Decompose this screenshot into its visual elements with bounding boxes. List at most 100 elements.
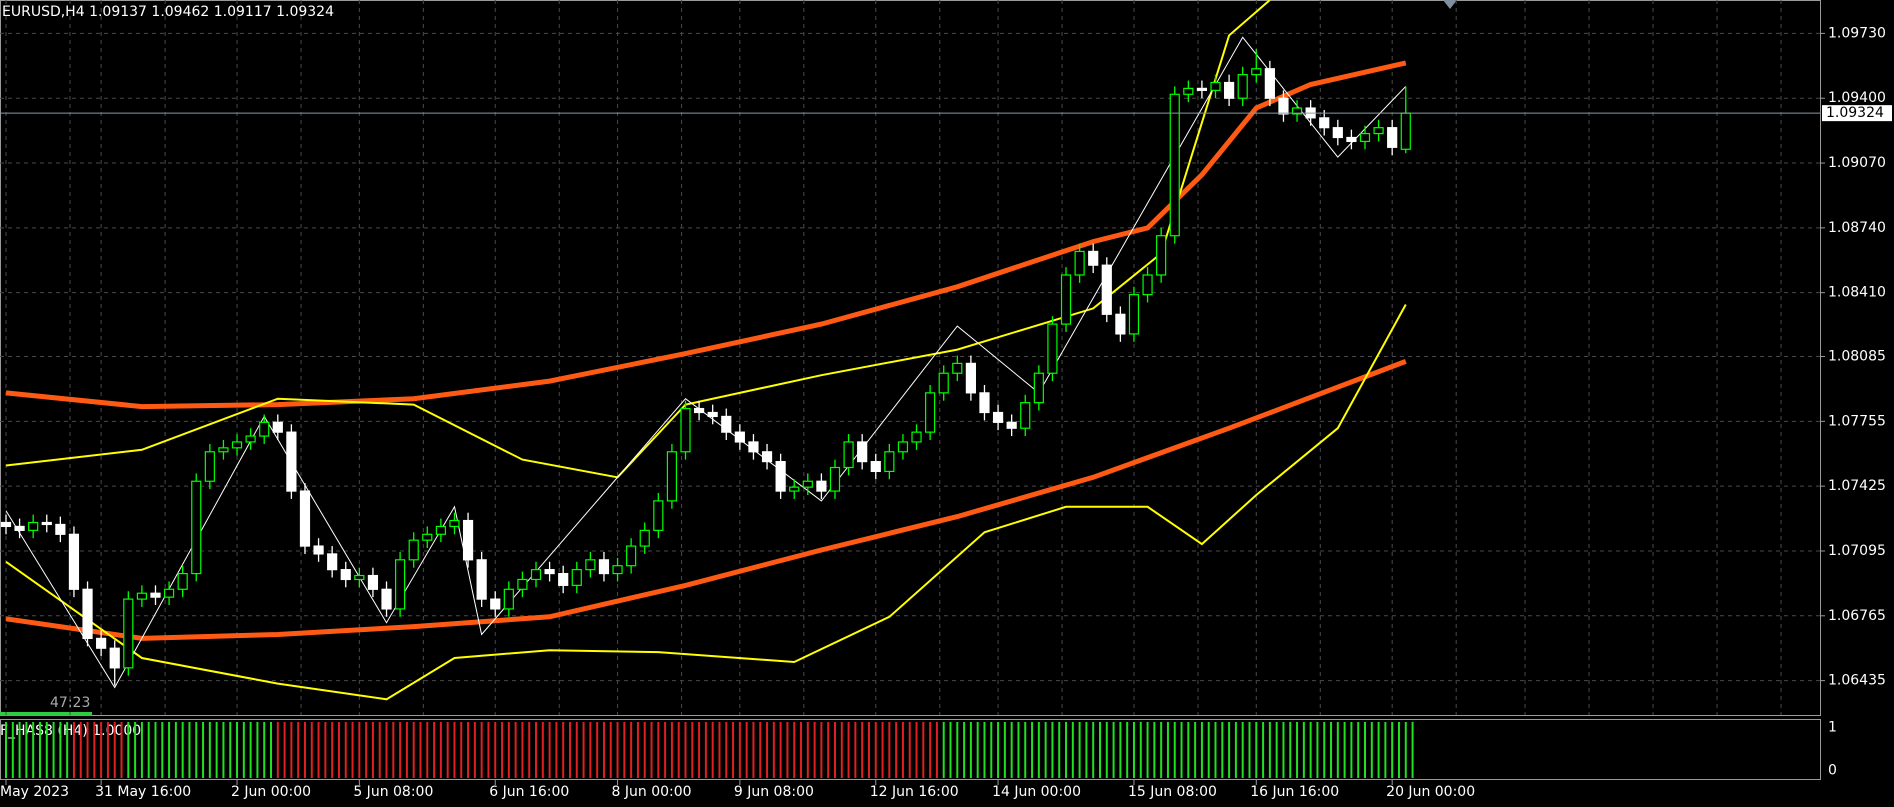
y-tick-label: 1.08740 [1828,220,1886,236]
candle-body [163,588,175,598]
candle-body [1264,68,1275,99]
candle-body [191,480,202,575]
x-tick-label: 9 Jun 08:00 [734,784,814,800]
x-tick-label: May 2023 [0,784,69,800]
y-tick-label: 1.09070 [1828,155,1886,171]
candle-body [354,574,365,581]
candle-body [925,392,936,433]
candle-body [177,572,188,590]
candle-body [231,441,243,449]
x-tick-label: 31 May 16:00 [95,784,191,800]
candle-body [462,519,474,561]
x-tick-label: 8 Jun 00:00 [612,784,692,800]
x-tick-label: 14 Jun 00:00 [992,784,1081,800]
candle-body [259,421,270,437]
indicator-label: F_HAS8 (H4) 1.0000 [0,723,141,739]
x-tick-label: 6 Jun 16:00 [489,784,569,800]
candle-body [789,486,800,492]
y-tick-label: 1.08085 [1828,349,1886,365]
candle-body [693,407,705,414]
candle-body [1020,402,1031,429]
candle-body [1319,117,1330,129]
candle-body [1346,136,1357,143]
indicator-tick-label: 1 [1828,720,1837,736]
chart-title: EURUSD,H4 1.09137 1.09462 1.09117 1.0932… [2,4,334,20]
candle-body [1088,250,1099,266]
candle-body [150,592,161,598]
x-tick-label: 16 Jun 16:00 [1250,784,1339,800]
candle-body [707,411,718,418]
plot-area [0,0,1411,701]
candle-body [1278,97,1289,115]
x-tick-label: 12 Jun 16:00 [870,784,959,800]
candle-body [1142,274,1153,296]
candle-body [1387,127,1398,148]
candle-body [96,637,107,649]
candle-body [1183,87,1194,95]
candle-body [1115,313,1126,335]
y-tick-label: 1.07755 [1828,413,1886,429]
candle-body [245,435,256,443]
candle-body [517,578,528,590]
candle-body [68,533,80,590]
candle-body [585,559,596,571]
candle-body [992,411,1004,423]
candle-body [544,569,555,575]
indicator-line [5,60,1407,410]
price-label-box [1822,105,1892,122]
candle-body [408,539,419,561]
candle-body [734,431,745,443]
candle-body [558,572,569,586]
y-tick-label: 1.06765 [1828,608,1886,624]
y-tick-label: 1.07095 [1828,543,1886,559]
y-tick-label: 1.09400 [1828,90,1886,106]
candle-body [449,519,460,528]
candle-body [1223,81,1235,99]
candle-body [1101,264,1112,315]
x-tick-label: 5 Jun 08:00 [353,784,433,800]
candle-body [857,441,868,463]
candle-body [938,372,949,394]
candle-body [1373,127,1384,135]
candle-body [476,559,487,600]
grid [0,0,1820,715]
candle-body [571,569,582,586]
candle-body [503,588,514,610]
candle-body [802,480,813,488]
candle-body [0,521,12,528]
candle-body [1196,87,1208,91]
candle-body [598,559,610,575]
candle-body [1047,323,1058,374]
candle-body [639,529,650,547]
candle-body [965,362,976,394]
candle-body [123,598,134,669]
candle-body [395,559,406,610]
candle-body [952,362,963,374]
candle-body [680,407,691,453]
candle-body [340,569,351,581]
candle-body [884,451,895,473]
candle-body [327,553,338,571]
candle-body [313,545,324,555]
candle-body [897,441,909,453]
candle-body [286,431,297,492]
candle-body [299,490,311,547]
indicator-line [5,304,1407,701]
candle-body [1210,81,1221,91]
candle-body [14,525,25,531]
candle-body [1074,250,1085,276]
main-pane-frame [0,0,1821,716]
candle-body [1237,74,1248,99]
candle-body [1400,112,1411,150]
y-tick-label: 1.06435 [1828,673,1886,689]
candle-body [1128,294,1140,335]
candle-body [82,588,93,639]
candle-body [530,569,542,581]
candle-body [272,421,283,433]
candle-body [490,598,501,610]
x-tick-label: 2 Jun 00:00 [231,784,311,800]
candle-body [28,521,39,531]
candle-body [422,533,433,541]
